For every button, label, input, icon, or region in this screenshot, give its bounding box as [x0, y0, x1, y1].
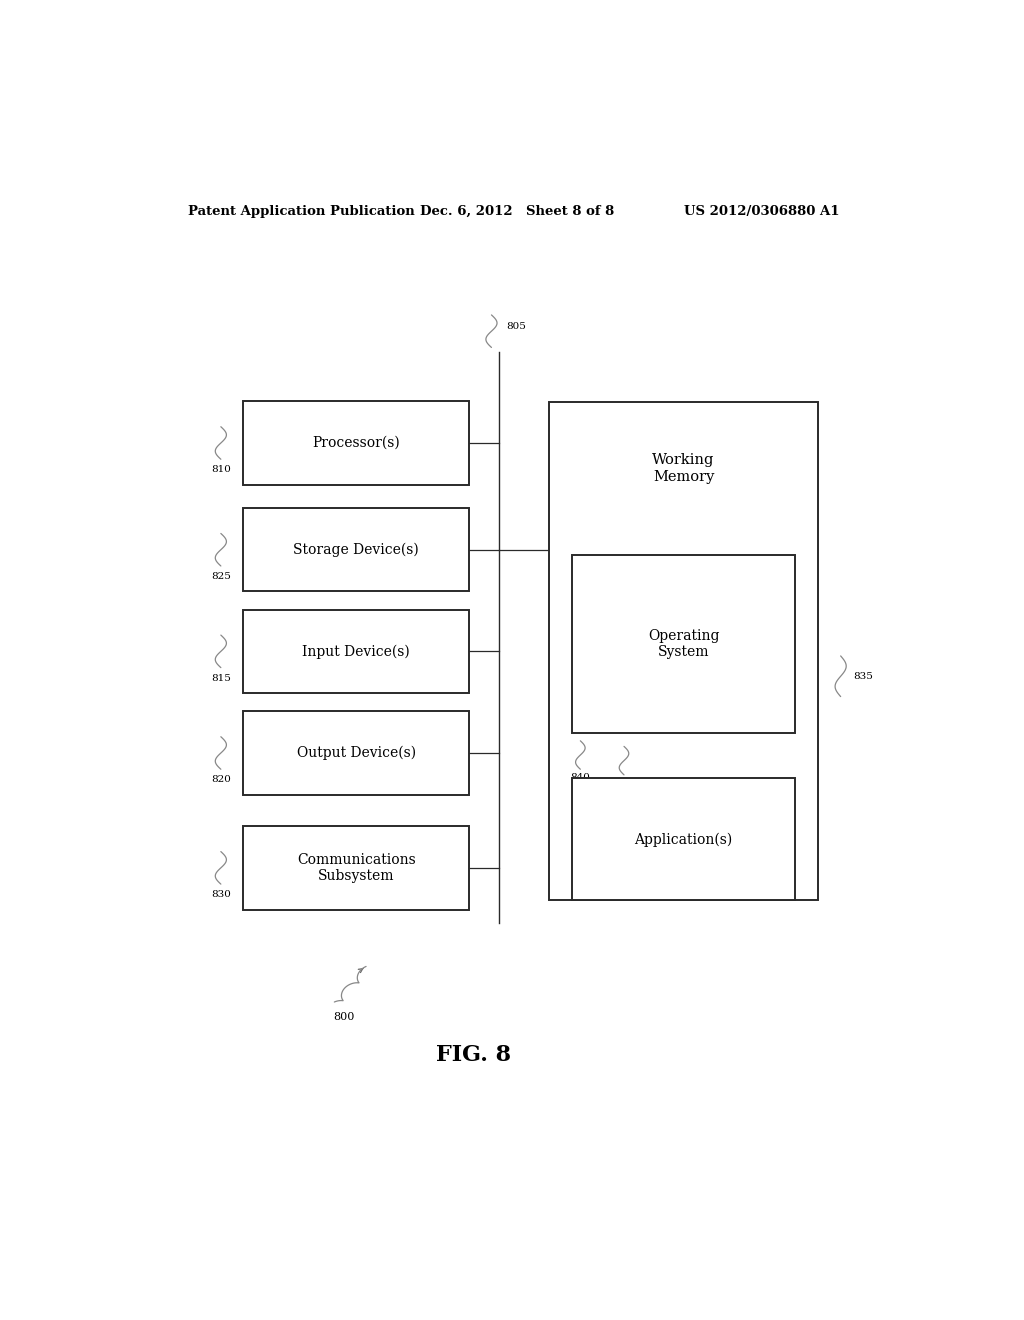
- FancyBboxPatch shape: [572, 554, 795, 733]
- Text: Operating
System: Operating System: [648, 628, 719, 659]
- Text: Processor(s): Processor(s): [312, 436, 400, 450]
- FancyBboxPatch shape: [243, 508, 469, 591]
- Text: Application(s): Application(s): [635, 832, 732, 846]
- Text: 810: 810: [211, 466, 230, 474]
- Text: 825: 825: [211, 572, 230, 581]
- FancyBboxPatch shape: [243, 826, 469, 909]
- FancyBboxPatch shape: [549, 403, 818, 900]
- Text: Dec. 6, 2012: Dec. 6, 2012: [420, 205, 513, 218]
- Text: 820: 820: [211, 775, 230, 784]
- Text: 845: 845: [614, 779, 634, 788]
- Text: 835: 835: [853, 672, 873, 681]
- Text: FIG. 8: FIG. 8: [435, 1044, 511, 1065]
- Text: 830: 830: [211, 890, 230, 899]
- FancyBboxPatch shape: [243, 610, 469, 693]
- Text: Working
Memory: Working Memory: [652, 453, 715, 483]
- Text: Storage Device(s): Storage Device(s): [293, 543, 419, 557]
- FancyBboxPatch shape: [572, 779, 795, 900]
- Text: 800: 800: [333, 1012, 354, 1022]
- Text: 805: 805: [506, 322, 525, 330]
- Text: 815: 815: [211, 673, 230, 682]
- Text: Patent Application Publication: Patent Application Publication: [187, 205, 415, 218]
- Text: 840: 840: [570, 774, 590, 783]
- Text: Sheet 8 of 8: Sheet 8 of 8: [526, 205, 614, 218]
- Text: Input Device(s): Input Device(s): [302, 644, 410, 659]
- Text: Communications
Subsystem: Communications Subsystem: [297, 853, 416, 883]
- FancyBboxPatch shape: [243, 711, 469, 795]
- Text: Output Device(s): Output Device(s): [297, 746, 416, 760]
- FancyBboxPatch shape: [243, 401, 469, 484]
- Text: US 2012/0306880 A1: US 2012/0306880 A1: [684, 205, 839, 218]
